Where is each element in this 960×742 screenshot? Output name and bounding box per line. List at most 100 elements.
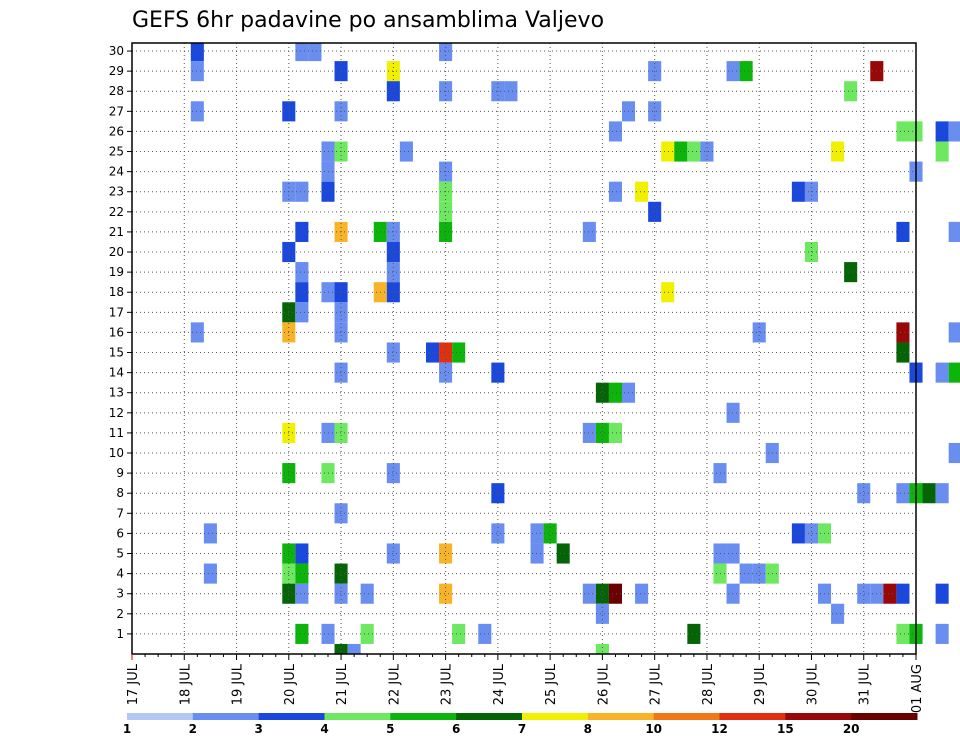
data-cell [334,302,348,323]
data-cell [791,181,805,202]
x-tick-label: 19 JUL [231,663,246,705]
y-tick-label: 10 [109,446,124,460]
y-axis: 1234567891011121314151617181920212223242… [109,44,132,641]
data-cell [935,141,949,162]
data-cell [948,221,960,242]
colorbar: 1 2 3 4 5 6 7 8 10 12 15 20 [123,713,918,736]
data-cell [399,141,413,162]
data-cell [203,563,217,584]
x-tick-label: 23 JUL [440,663,455,705]
data-cell [896,322,910,343]
data-cell [295,543,309,564]
data-cell [530,523,544,544]
data-cell [439,583,453,604]
colorbar-swatch [390,713,457,720]
data-cell [295,221,309,242]
colorbar-swatch [258,713,325,720]
data-cell [190,61,204,82]
data-cells [190,43,960,654]
data-cell [896,121,910,142]
colorbar-swatch [456,713,523,720]
data-cell [386,463,400,484]
data-cell [334,422,348,443]
data-cell [896,483,910,504]
data-cell [687,141,701,162]
data-cell [347,643,361,654]
colorbar-label: 2 [189,722,197,736]
colorbar-label: 3 [254,722,262,736]
data-cell [582,422,596,443]
x-tick-label: 17 JUL [126,663,141,705]
data-cell [595,603,609,624]
data-cell [896,583,910,604]
x-tick-label: 25 JUL [544,663,559,705]
x-tick-label: 01 AUG [910,664,925,713]
data-cell [608,181,622,202]
data-cell [504,81,518,102]
colorbar-label: 6 [452,722,460,736]
data-cell [608,121,622,142]
y-tick-label: 27 [109,104,124,118]
y-tick-label: 12 [109,406,124,420]
data-cell [295,583,309,604]
data-cell [844,262,858,283]
data-cell [439,43,453,62]
data-cell [334,362,348,383]
y-tick-label: 5 [116,547,124,561]
data-cell [543,523,557,544]
data-cell [295,563,309,584]
data-cell [896,623,910,644]
data-cell [386,282,400,303]
data-cell [595,643,609,654]
y-tick-label: 18 [109,285,124,299]
data-cell [595,382,609,403]
data-cell [608,382,622,403]
x-tick-label: 21 JUL [335,663,350,705]
data-cell [752,563,766,584]
x-tick-label: 27 JUL [649,663,664,705]
data-cell [608,583,622,604]
data-cell [334,282,348,303]
data-cell [922,483,936,504]
data-cell [661,141,675,162]
data-cell [726,402,740,423]
grid-lines [132,43,916,654]
x-tick-label: 26 JUL [596,663,611,705]
data-cell [530,543,544,564]
data-cell [190,322,204,343]
data-cell [491,483,505,504]
data-cell [452,623,466,644]
data-cell [608,422,622,443]
y-tick-label: 21 [109,225,124,239]
y-tick-label: 23 [109,185,124,199]
plot-frame [131,42,917,655]
data-cell [857,483,871,504]
colorbar-label: 20 [843,722,860,736]
data-cell [635,181,649,202]
data-cell [360,623,374,644]
data-cell [935,121,949,142]
x-tick-label: 28 JUL [701,663,716,705]
data-cell [582,221,596,242]
y-tick-label: 9 [116,466,124,480]
y-tick-label: 29 [109,64,124,78]
data-cell [896,221,910,242]
y-tick-label: 28 [109,84,124,98]
data-cell [491,362,505,383]
data-cell [687,623,701,644]
colorbar-swatch [653,713,720,720]
data-cell [726,543,740,564]
colorbar-swatch [192,713,260,720]
data-cell [635,583,649,604]
y-tick-label: 11 [109,426,124,440]
y-tick-label: 19 [109,265,124,279]
y-tick-label: 2 [116,607,124,621]
data-cell [935,483,949,504]
data-cell [334,583,348,604]
chart-title: GEFS 6hr padavine po ansamblima Valjevo [132,8,604,33]
colorbar-label: 12 [711,722,728,736]
x-tick-label: 18 JUL [178,663,193,705]
data-cell [203,523,217,544]
data-cell [739,563,753,584]
x-tick-label: 30 JUL [805,663,820,705]
